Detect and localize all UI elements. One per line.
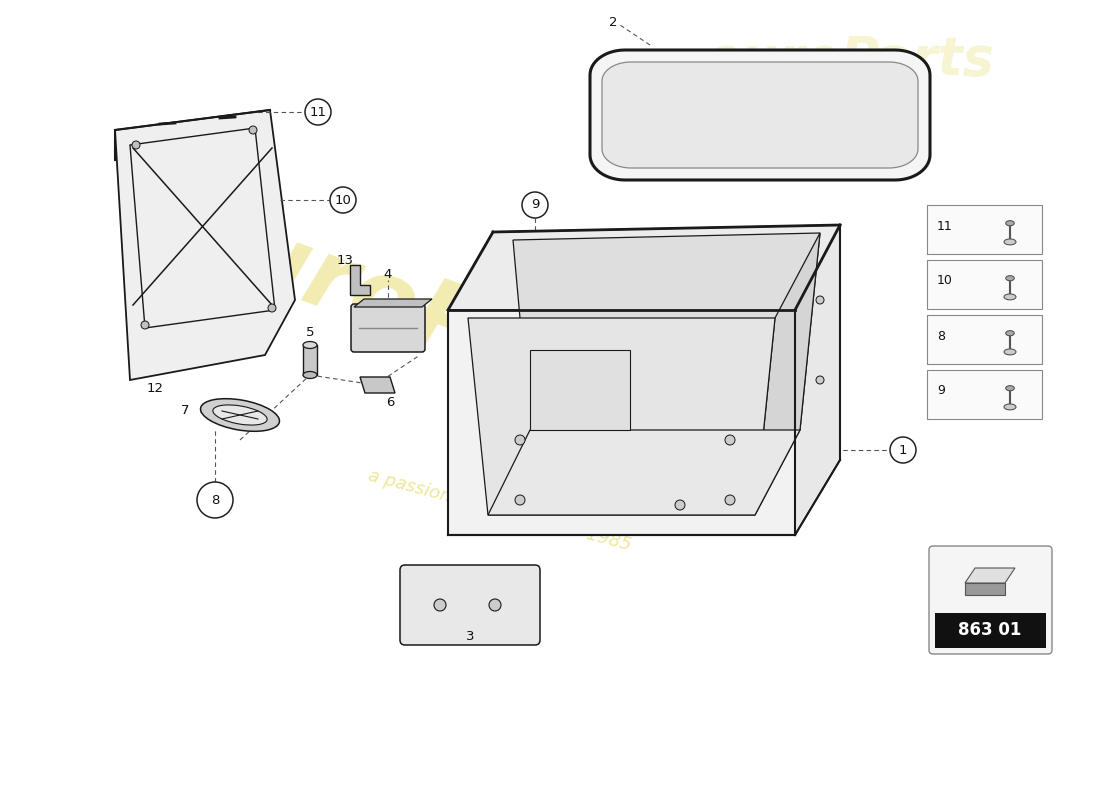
Circle shape [816, 376, 824, 384]
Text: 12: 12 [146, 382, 164, 394]
Polygon shape [755, 233, 820, 515]
Polygon shape [350, 265, 370, 295]
Bar [927, 260, 1042, 309]
Bar [530, 350, 630, 430]
Ellipse shape [1004, 294, 1016, 300]
Bar [927, 205, 1042, 254]
Circle shape [249, 126, 257, 134]
FancyBboxPatch shape [351, 304, 425, 352]
Text: euroParts: euroParts [705, 34, 994, 86]
Circle shape [197, 482, 233, 518]
Polygon shape [965, 568, 1015, 583]
Text: 11: 11 [937, 219, 953, 233]
Polygon shape [590, 50, 930, 180]
Text: 5: 5 [306, 326, 315, 338]
FancyBboxPatch shape [400, 565, 540, 645]
Text: 10: 10 [334, 194, 351, 206]
Circle shape [434, 599, 446, 611]
Circle shape [675, 500, 685, 510]
Text: 6: 6 [386, 395, 394, 409]
Bar [927, 315, 1042, 364]
Ellipse shape [302, 371, 317, 378]
Text: 8: 8 [937, 330, 945, 342]
Text: euroParts: euroParts [164, 185, 696, 455]
Circle shape [816, 296, 824, 304]
Text: 9: 9 [937, 385, 945, 398]
Circle shape [490, 599, 500, 611]
Circle shape [132, 141, 140, 149]
Ellipse shape [1005, 276, 1014, 281]
Ellipse shape [213, 405, 267, 425]
FancyBboxPatch shape [930, 546, 1052, 654]
Circle shape [515, 435, 525, 445]
Polygon shape [488, 430, 800, 515]
Circle shape [141, 321, 149, 329]
Polygon shape [116, 110, 295, 380]
Bar [927, 370, 1042, 419]
Text: 1: 1 [899, 443, 907, 457]
Polygon shape [448, 225, 840, 310]
Polygon shape [602, 62, 918, 168]
Bar [935, 613, 1046, 648]
Text: 4: 4 [384, 267, 393, 281]
Polygon shape [513, 233, 820, 430]
Text: 7: 7 [180, 403, 189, 417]
Ellipse shape [302, 342, 317, 349]
Ellipse shape [1005, 221, 1014, 226]
Text: a passion for parts since 1985: a passion for parts since 1985 [366, 466, 634, 554]
Circle shape [305, 99, 331, 125]
Bar [302, 345, 317, 375]
Ellipse shape [1005, 330, 1014, 336]
Text: 2: 2 [608, 15, 617, 29]
Polygon shape [360, 377, 395, 393]
Circle shape [268, 304, 276, 312]
Circle shape [522, 192, 548, 218]
Circle shape [515, 495, 525, 505]
Text: 10: 10 [937, 274, 953, 287]
Polygon shape [448, 310, 795, 535]
Polygon shape [795, 225, 840, 535]
Circle shape [890, 437, 916, 463]
Text: 3: 3 [465, 630, 474, 643]
Polygon shape [468, 318, 776, 515]
Ellipse shape [1005, 386, 1014, 390]
Text: 9: 9 [531, 198, 539, 211]
Ellipse shape [1004, 404, 1016, 410]
Polygon shape [965, 583, 1005, 595]
Circle shape [725, 495, 735, 505]
Circle shape [330, 187, 356, 213]
Polygon shape [354, 299, 432, 307]
Ellipse shape [1004, 349, 1016, 355]
Text: 11: 11 [309, 106, 327, 118]
Text: 8: 8 [211, 494, 219, 506]
Circle shape [725, 435, 735, 445]
Text: 863 01: 863 01 [958, 621, 1022, 639]
Ellipse shape [200, 398, 279, 431]
Ellipse shape [1004, 239, 1016, 245]
Text: 13: 13 [337, 254, 353, 266]
